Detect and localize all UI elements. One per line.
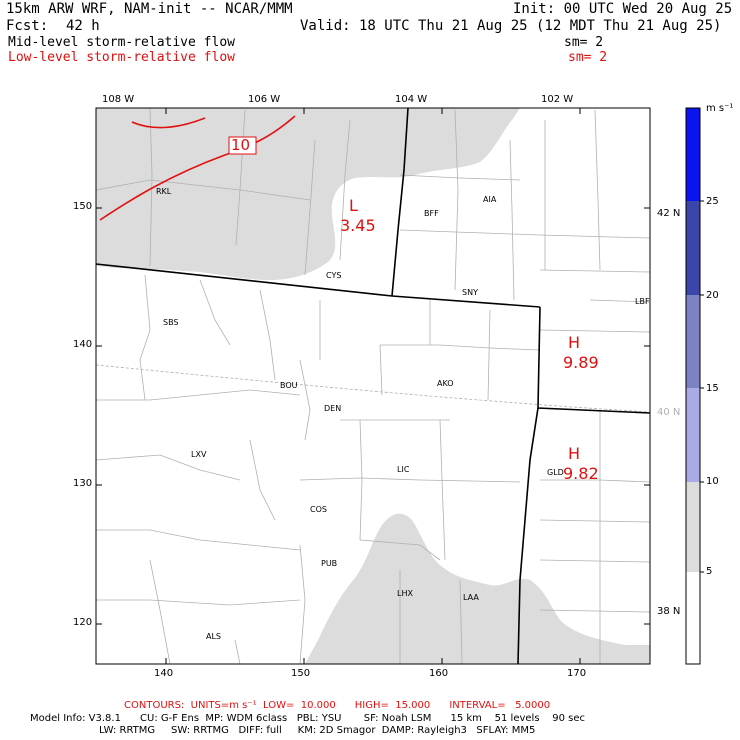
model-title: 15km ARW WRF, NAM-init -- NCAR/MMM	[6, 1, 293, 17]
station-label: AKO	[437, 379, 454, 388]
state-borders	[96, 108, 650, 664]
lat-label: 38 N	[657, 606, 681, 617]
station-label: PUB	[321, 559, 338, 568]
colorbar-unit: m s⁻¹	[706, 103, 734, 114]
contour-info: CONTOURS: UNITS=m s⁻¹ LOW= 10.000 HIGH= …	[124, 700, 551, 711]
field-low-level-label: Low-level storm-relative flow	[8, 50, 235, 65]
station-label: DEN	[324, 404, 342, 413]
field-mid-level-label: Mid-level storm-relative flow	[8, 35, 235, 50]
colorbar	[685, 107, 704, 665]
station-label: LIC	[397, 465, 410, 474]
y-tick-label: 130	[73, 478, 93, 489]
field-mid-level-smooth: sm= 2	[564, 35, 604, 50]
station-label: BFF	[424, 209, 439, 218]
station-label: ALS	[206, 632, 222, 641]
colorbar-segment	[686, 388, 700, 482]
lat-label: 40 N	[657, 407, 681, 418]
station-label: LBF	[635, 297, 650, 306]
lon-label: 104 W	[395, 94, 428, 105]
map-frame	[95, 107, 651, 665]
x-tick-label: 160	[429, 668, 449, 679]
lon-label: 108 W	[102, 94, 135, 105]
y-tick-label: 140	[73, 339, 93, 350]
station-label: BOU	[280, 381, 298, 390]
init-time: Init: 00 UTC Wed 20 Aug 25	[513, 1, 733, 17]
colorbar-segment	[686, 201, 700, 295]
station-label: AIA	[483, 195, 497, 204]
valid-time: Valid: 18 UTC Thu 21 Aug 25 (12 MDT Thu …	[300, 18, 722, 34]
wind-contour	[99, 115, 296, 221]
x-tick-label: 170	[567, 668, 587, 679]
high-center-value: 9.82	[563, 464, 599, 483]
station-label: RKL	[156, 187, 172, 196]
station-label: LAA	[463, 593, 479, 602]
model-info: Model Info: V3.8.1 CU: G-F Ens MP: WDM 6…	[30, 713, 586, 724]
x-tick-label: 150	[291, 668, 311, 679]
station-label: LHX	[397, 589, 413, 598]
x-tick-label: 140	[154, 668, 174, 679]
contour-label-box	[228, 136, 257, 155]
high-center-symbol: H	[568, 444, 581, 463]
station-label: LXV	[191, 450, 207, 459]
y-tick-label: 150	[73, 201, 93, 212]
forecast-hour: 42 h	[66, 18, 100, 34]
colorbar-tick: 25	[706, 196, 719, 207]
field-low-level-smooth: sm= 2	[568, 50, 608, 65]
contour-label: 10	[231, 136, 251, 154]
county-boundaries	[96, 108, 650, 664]
speed-shading	[96, 108, 650, 664]
high-center-value: 9.89	[563, 353, 599, 372]
station-label: SNY	[462, 288, 478, 297]
lat-label: 42 N	[657, 208, 681, 219]
model-info-line2: LW: RRTMG SW: RRTMG DIFF: full KM: 2D Sm…	[99, 725, 536, 736]
colorbar-segment	[686, 572, 700, 664]
lon-label: 106 W	[248, 94, 281, 105]
colorbar-tick: 10	[706, 476, 719, 487]
lon-label: 102 W	[541, 94, 574, 105]
station-label: COS	[310, 505, 327, 514]
latitude-line	[96, 364, 650, 413]
station-label: CYS	[326, 271, 342, 280]
station-label: GLD	[547, 468, 564, 477]
colorbar-tick: 5	[706, 566, 713, 577]
colorbar-tick: 15	[706, 383, 719, 394]
colorbar-segment	[686, 482, 700, 572]
low-center-value: 3.45	[340, 216, 376, 235]
y-tick-label: 120	[73, 617, 93, 628]
station-label: SBS	[163, 318, 179, 327]
colorbar-segment	[686, 108, 700, 201]
low-center-symbol: L	[349, 196, 358, 215]
forecast-label: Fcst:	[6, 18, 49, 34]
high-center-symbol: H	[568, 333, 581, 352]
colorbar-tick: 20	[706, 290, 719, 301]
colorbar-segment	[686, 295, 700, 388]
